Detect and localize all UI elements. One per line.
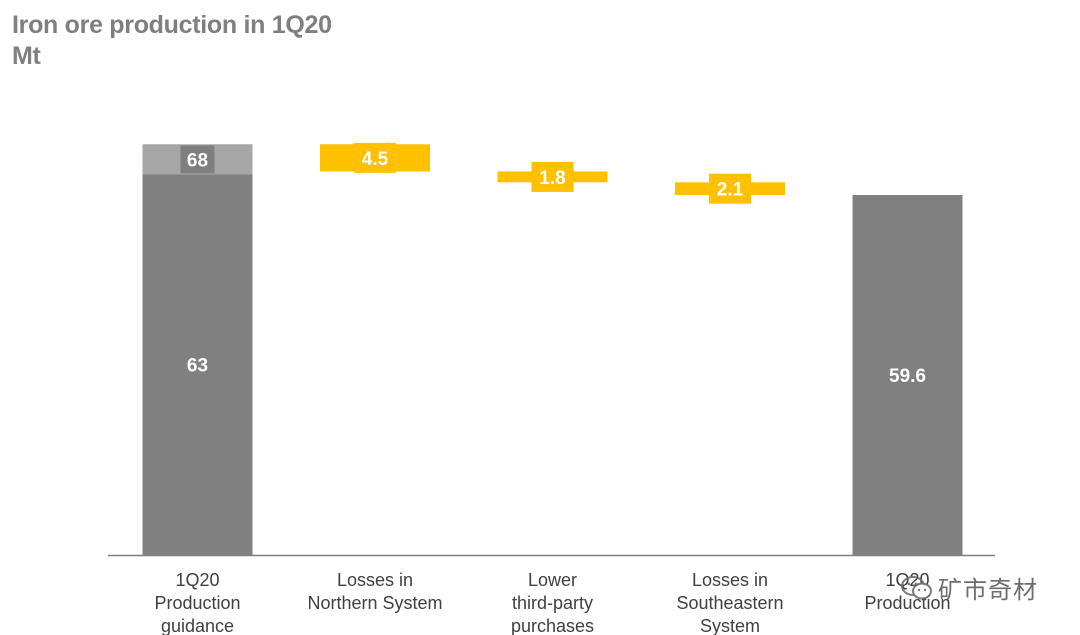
category-label-2-line-2: purchases (511, 616, 594, 635)
data-label-2: 1.8 (539, 168, 565, 189)
watermark-text: 矿市奇材 (938, 577, 1038, 604)
data-label-box-0-1 (180, 145, 215, 174)
category-label-0-line-1: Production (154, 593, 240, 613)
category-label-0-line-2: guidance (161, 616, 234, 635)
wechat-icon (901, 575, 932, 599)
data-label-0-1: 68 (187, 150, 208, 171)
category-label-0-line-0: 1Q20 (175, 570, 219, 590)
data-label-box-2 (531, 161, 574, 192)
data-label-1: 4.5 (362, 149, 389, 170)
watermark: 矿市奇材 (900, 570, 1038, 605)
category-label-1-line-1: Northern System (307, 593, 442, 613)
category-labels: 1Q20 Production guidance Losses in Northern … (154, 570, 950, 635)
data-label-box-3 (709, 173, 751, 204)
category-label-2-line-1: third-party (512, 593, 593, 613)
bar-4-segment-0 (852, 195, 963, 556)
data-label-4-0: 59.6 (889, 366, 926, 387)
category-label-3-line-1: Southeastern (676, 593, 783, 613)
category-label-2-line-0: Lower (528, 570, 577, 590)
chart-title: Iron ore production in 1Q20 (12, 11, 332, 39)
category-label-3-line-0: Losses in (692, 570, 768, 590)
labels-layer: 63 68 4.5 1.8 2.1 59.6 (180, 142, 926, 387)
bars-layer (142, 144, 963, 556)
chart-title-block: Iron ore production in 1Q20 Mt (12, 10, 332, 72)
data-label-box-1 (354, 142, 396, 173)
category-label-3-line-2: System (700, 616, 760, 635)
data-label-3: 2.1 (717, 180, 744, 201)
chart-subtitle: Mt (12, 42, 41, 70)
bar-0-segment-0 (142, 174, 253, 556)
data-label-0-0: 63 (187, 356, 208, 377)
category-label-1-line-0: Losses in (337, 570, 413, 590)
category-label-4-line-1: Production (864, 593, 950, 613)
